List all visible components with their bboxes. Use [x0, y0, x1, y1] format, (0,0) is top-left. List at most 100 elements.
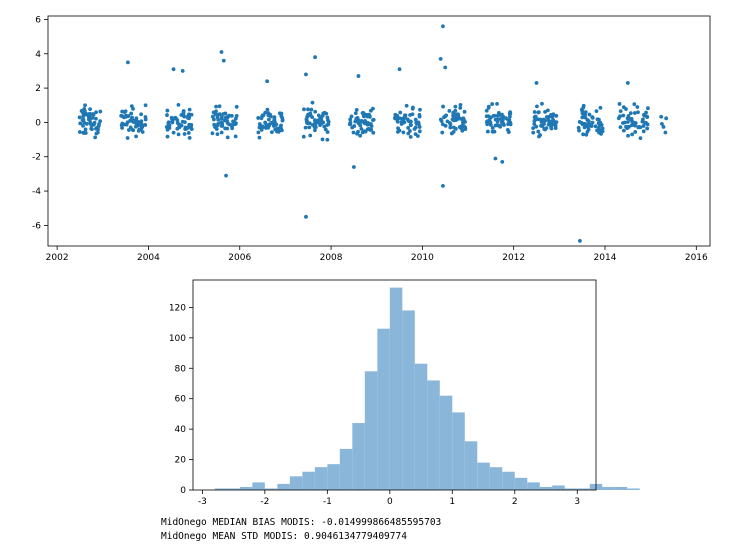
scatter-point: [306, 107, 310, 112]
scatter-point: [138, 127, 143, 131]
scatter-point: [125, 136, 130, 140]
scatter-point: [368, 108, 373, 113]
histogram-bar: [527, 482, 540, 490]
scatter-point: [313, 55, 317, 60]
x-tick-label: -3: [198, 497, 207, 507]
scatter-point: [165, 134, 170, 139]
histogram-bar: [339, 448, 353, 490]
scatter-point: [638, 136, 643, 141]
scatter-point: [187, 136, 192, 140]
scatter-point: [534, 124, 539, 129]
scatter-point: [443, 123, 448, 128]
scatter-point: [405, 117, 410, 122]
y-tick-label: 6: [35, 15, 41, 25]
scatter-point: [546, 122, 551, 127]
scatter-point: [549, 125, 553, 130]
figure: 2002 2004 2006 2008 2010 2012 2014 2016 6420-2-…: [32, 15, 711, 507]
scatter-point: [354, 107, 359, 112]
scatter-point: [87, 117, 91, 122]
scatter-point: [165, 113, 169, 117]
scatter-point: [501, 114, 505, 119]
scatter-point: [302, 107, 306, 112]
y-tick-label: 40: [175, 425, 187, 435]
x-tick-label: 2: [512, 497, 518, 507]
scatter-point: [497, 123, 502, 128]
scatter-point: [91, 112, 96, 117]
scatter-point: [506, 130, 511, 134]
scatter-point: [531, 130, 536, 135]
scatter-point: [266, 117, 271, 122]
scatter-point: [143, 117, 148, 122]
scatter-point: [593, 124, 598, 129]
histogram-bar: [402, 310, 415, 490]
x-tick-label: 2006: [228, 253, 251, 263]
scatter-point: [308, 111, 313, 116]
scatter-point: [552, 122, 557, 127]
scatter-point: [506, 118, 511, 123]
scatter-point: [577, 119, 582, 124]
scatter-point: [79, 109, 84, 113]
histogram-bar: [239, 486, 253, 490]
scatter-point: [325, 137, 330, 142]
scatter-point: [257, 135, 262, 140]
histogram-bar: [302, 471, 315, 490]
scatter-point: [134, 121, 139, 126]
scatter-point: [645, 126, 650, 131]
y-tick-label: 120: [169, 303, 186, 313]
scatter-point: [129, 111, 134, 116]
scatter-point: [78, 121, 83, 126]
scatter-point: [360, 130, 365, 135]
histogram-x-axis: -3 -2 -1 0 1 2 3: [198, 490, 580, 507]
scatter-point: [325, 130, 330, 134]
histogram-bar: [577, 488, 590, 490]
scatter-point: [183, 127, 188, 132]
scatter-point: [307, 125, 312, 130]
scatter-point: [625, 81, 630, 85]
scatter-point: [180, 119, 185, 124]
scatter-point: [165, 108, 170, 113]
x-tick-label: -1: [323, 497, 332, 507]
scatter-point: [187, 107, 192, 112]
scatter-point: [633, 123, 637, 128]
scatter-point: [538, 133, 542, 137]
scatter-point: [187, 112, 191, 117]
scatter-point: [406, 125, 411, 130]
scatter-point: [461, 116, 466, 121]
histogram-bar: [264, 488, 278, 490]
histogram-bar: [414, 363, 428, 490]
scatter-point: [408, 113, 412, 117]
scatter-point: [577, 128, 581, 133]
scatter-point: [635, 105, 640, 109]
scatter-point: [353, 119, 358, 124]
scatter-point: [587, 123, 592, 128]
scatter-point: [318, 118, 323, 123]
x-tick-label: 2014: [594, 253, 617, 263]
scatter-point: [265, 79, 270, 84]
scatter-point: [274, 122, 279, 127]
median-bias-text: MidOnego MEDIAN BIAS MODIS: -0.014999866…: [161, 517, 442, 528]
scatter-point: [583, 110, 588, 115]
scatter-point: [367, 114, 372, 118]
scatter-point: [624, 107, 628, 111]
histogram-bar: [627, 488, 640, 490]
scatter-point: [260, 113, 265, 118]
scatter-point: [447, 109, 452, 113]
scatter-point: [279, 111, 284, 116]
scatter-point: [182, 114, 187, 119]
histogram-bar: [364, 371, 378, 490]
x-tick-label: 2012: [502, 253, 525, 263]
scatter-point: [581, 132, 586, 137]
scatter-point: [125, 120, 130, 125]
statistics-output: MidOnego MEDIAN BIAS MODIS: -0.014999866…: [161, 516, 441, 544]
scatter-point: [310, 122, 315, 127]
histogram-bar: [539, 486, 553, 490]
scatter-point: [445, 119, 450, 124]
scatter-point: [219, 116, 224, 121]
scatter-point: [307, 121, 312, 126]
scatter-point: [441, 104, 445, 109]
scatter-point: [128, 125, 133, 130]
scatter-point: [83, 103, 87, 108]
scatter-point: [495, 119, 500, 124]
histogram-bar: [227, 488, 240, 490]
scatter-point: [324, 111, 329, 116]
